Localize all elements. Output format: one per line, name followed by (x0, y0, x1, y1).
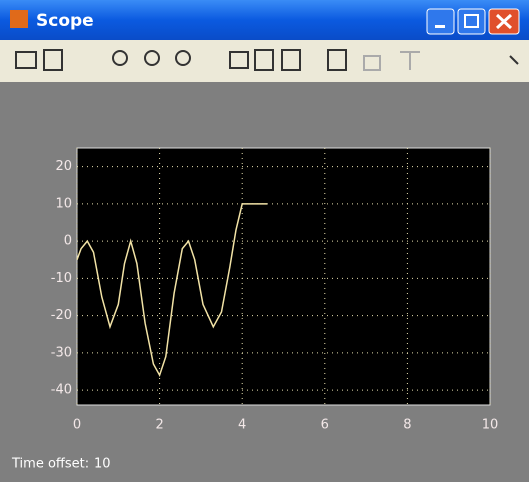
x-tick-label: 10 (482, 418, 499, 433)
minimize-glyph (435, 25, 445, 28)
y-tick-label: 0 (64, 234, 72, 249)
y-tick-label: -20 (51, 308, 72, 323)
x-tick-label: 6 (321, 418, 329, 433)
y-tick-label: -40 (51, 383, 72, 398)
y-tick-label: 20 (55, 159, 72, 174)
y-tick-label: -30 (51, 345, 72, 360)
window-title: Scope (36, 11, 94, 31)
app-icon (10, 10, 28, 28)
y-tick-label: 10 (55, 196, 72, 211)
y-tick-label: -10 (51, 271, 72, 286)
maximize-button[interactable] (458, 9, 485, 34)
scope-window: Scope -40 -30 -20 -10 0 10 20 0 2 4 6 8 10 Time offs… (0, 0, 529, 482)
x-tick-label: 2 (155, 418, 163, 433)
x-tick-label: 8 (403, 418, 411, 433)
status-label: Time offset: (11, 457, 89, 472)
x-tick-label: 4 (238, 418, 246, 433)
x-tick-label: 0 (73, 418, 81, 433)
minimize-button[interactable] (427, 9, 454, 34)
toolbar (0, 40, 529, 82)
status-value: 10 (94, 457, 111, 472)
